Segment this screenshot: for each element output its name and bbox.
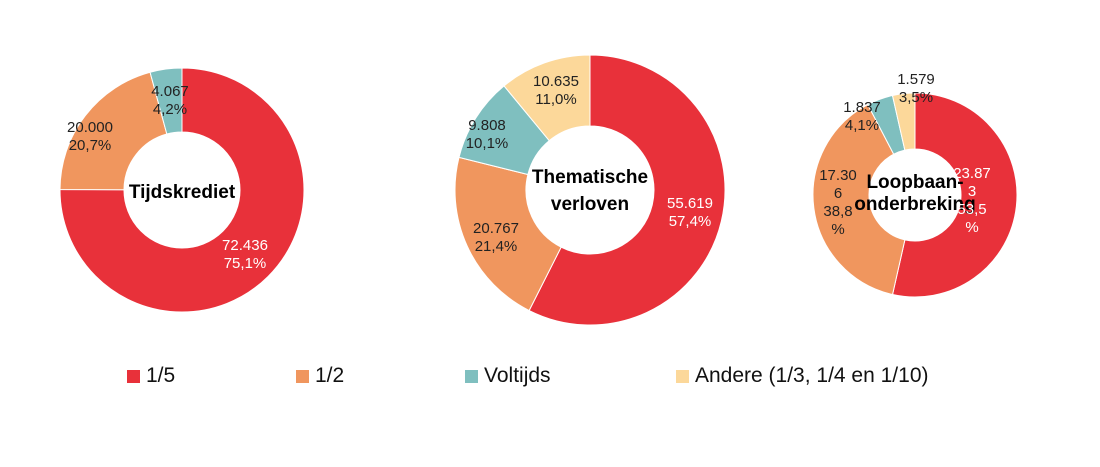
data-label: % [831, 221, 844, 238]
data-label-percent: 3,5% [899, 89, 933, 106]
donut-center-title: Loopbaan- [866, 172, 963, 193]
data-label-percent: 11,0% [535, 91, 576, 108]
legend-swatch-half [296, 369, 309, 383]
legend: 1/5 1/2 Voltijds Andere (1/3, 1/4 en 1/1… [0, 364, 1100, 394]
data-label-value: 72.436 [222, 237, 268, 254]
donut-center-title: verloven [551, 194, 629, 215]
data-label-percent: 10,1% [466, 135, 509, 152]
donut-center-title: Thematische [532, 167, 648, 188]
data-label-value: 20.000 [67, 119, 113, 136]
slice-other [891, 92, 916, 151]
data-label-value: 20.767 [473, 220, 519, 237]
data-label: 3 [968, 183, 976, 200]
legend-swatch-other [676, 369, 689, 383]
legend-item-one-fifth: 1/5 [127, 364, 175, 388]
data-label-percent: 20,7% [69, 137, 112, 154]
donut-center-title: onderbreking [854, 194, 975, 215]
slice-half [454, 156, 562, 312]
data-label-percent: 4,1% [845, 117, 879, 134]
slice-one-fifth [528, 54, 726, 326]
slice-one-fifth [59, 67, 305, 313]
legend-label-fulltime: Voltijds [484, 364, 551, 387]
data-label: 23.87 [953, 165, 991, 182]
data-label: 38,8 [823, 203, 852, 220]
data-label-value: 55.619 [667, 195, 713, 212]
legend-item-half: 1/2 [296, 364, 344, 388]
data-label-percent: 4,2% [153, 101, 187, 118]
data-label-percent: 57,4% [669, 213, 712, 230]
slice-half [59, 71, 168, 191]
data-label: 17.30 [819, 167, 857, 184]
slice-one-fifth [891, 92, 1018, 298]
slice-fulltime [149, 67, 183, 135]
data-label: 53,5 [957, 201, 986, 218]
legend-label-half: 1/2 [315, 364, 345, 387]
legend-label-one-fifth: 1/5 [146, 364, 176, 387]
legend-label-other: Andere (1/3, 1/4 en 1/10) [695, 364, 929, 387]
slice-half [812, 103, 906, 296]
legend-item-fulltime: Voltijds [465, 364, 551, 388]
donut-center-title: Tijdskrediet [129, 182, 236, 203]
data-label-value: 9.808 [468, 117, 506, 134]
legend-item-other: Andere (1/3, 1/4 en 1/10) [676, 364, 929, 388]
slice-other [503, 54, 591, 142]
data-label: % [965, 219, 978, 236]
data-label-value: 1.579 [897, 71, 935, 88]
data-label-percent: 21,4% [475, 238, 518, 255]
data-label-percent: 75,1% [224, 255, 267, 272]
legend-swatch-one-fifth [127, 369, 140, 383]
data-label-value: 1.837 [843, 99, 881, 116]
data-label-value: 4.067 [151, 83, 189, 100]
data-label: 6 [834, 185, 842, 202]
legend-swatch-fulltime [465, 369, 478, 383]
data-label-value: 10.635 [533, 73, 579, 90]
